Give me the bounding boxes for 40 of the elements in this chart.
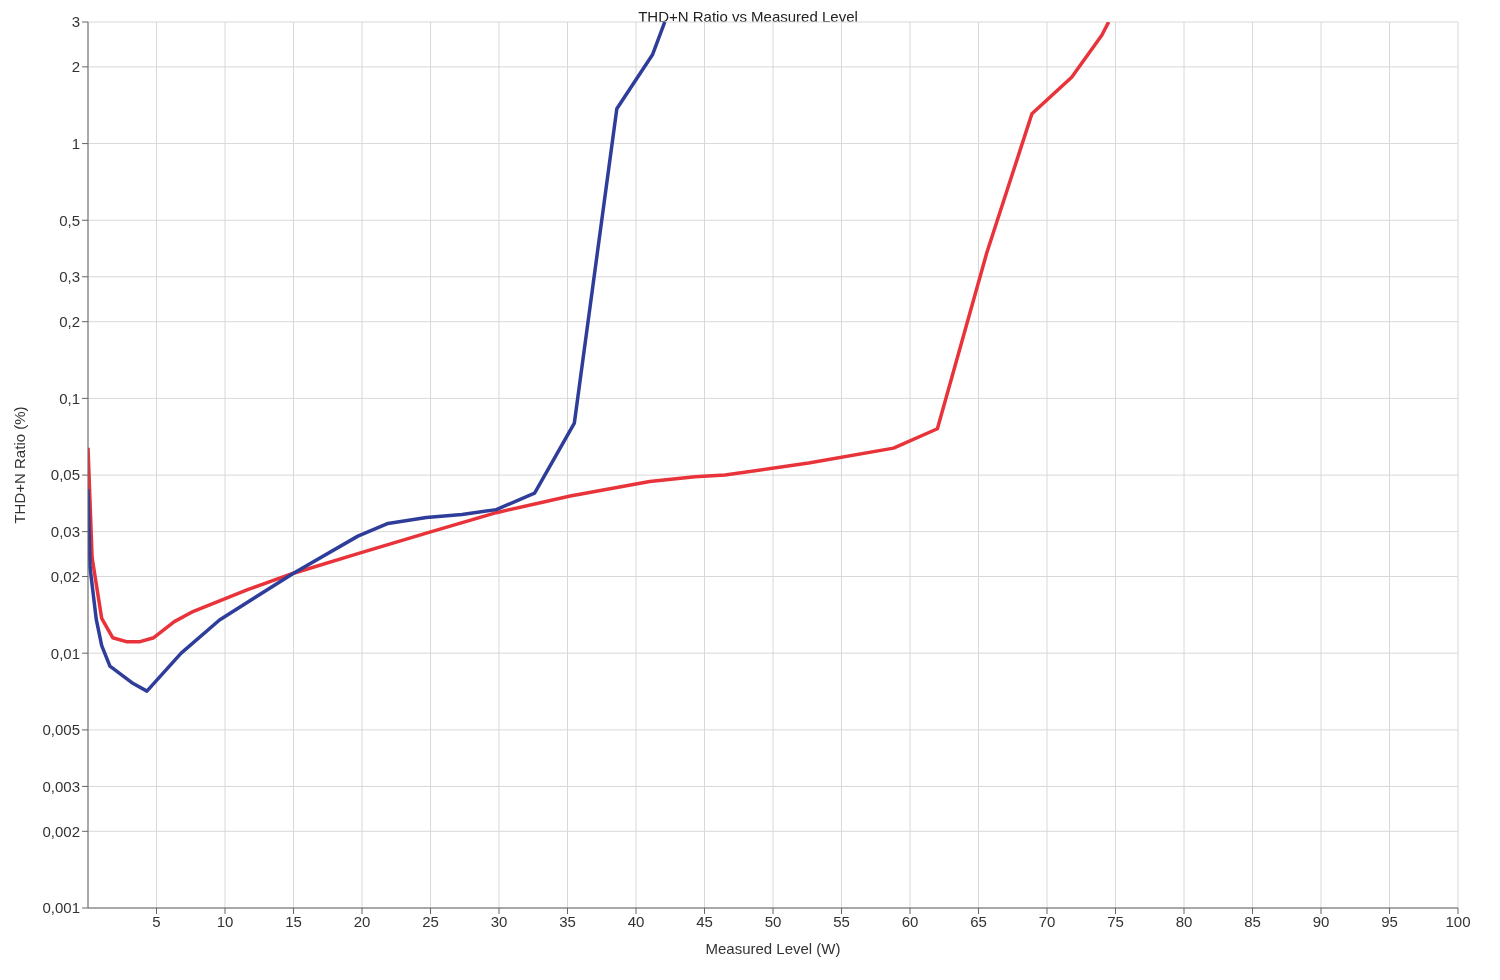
y-tick-label: 0,02 — [50, 567, 80, 585]
y-tick-label: 3 — [71, 13, 80, 31]
x-tick-label: 80 — [1175, 912, 1193, 930]
x-tick-label: 85 — [1244, 912, 1261, 930]
x-tick-label: 70 — [1038, 912, 1056, 930]
x-tick-label: 60 — [901, 912, 919, 930]
x-tick-label: 40 — [627, 912, 645, 930]
y-tick-label: 0,001 — [42, 899, 80, 917]
y-tick-label: 0,03 — [50, 522, 80, 540]
x-tick-label: 55 — [833, 912, 850, 930]
x-tick-label: 100 — [1445, 912, 1471, 930]
y-tick-label: 2 — [71, 58, 80, 76]
x-tick-label: 35 — [559, 912, 576, 930]
chart-title: THD+N Ratio vs Measured Level — [638, 8, 858, 25]
x-tick-label: 30 — [490, 912, 508, 930]
x-tick-label: 5 — [152, 912, 161, 930]
line-series — [88, 22, 667, 693]
x-tick-label: 75 — [1107, 912, 1124, 930]
y-tick-label: 0,5 — [59, 211, 80, 229]
y-tick-label: 0,05 — [50, 466, 80, 484]
y-axis-title: THD+N Ratio (%) — [11, 406, 29, 524]
y-tick-label: 0,3 — [59, 268, 80, 286]
x-tick-label: 20 — [353, 912, 371, 930]
y-tick-label: 0,002 — [42, 822, 80, 840]
y-tick-label: 0,01 — [50, 644, 80, 662]
x-tick-label: 25 — [422, 912, 439, 930]
y-tick-label: 0,005 — [42, 721, 80, 739]
x-tick-label: 15 — [285, 912, 302, 930]
x-tick-label: 50 — [764, 912, 782, 930]
x-tick-label: 95 — [1381, 912, 1398, 930]
x-tick-label: 90 — [1312, 912, 1330, 930]
y-tick-label: 0,1 — [59, 389, 80, 407]
x-tick-label: 45 — [696, 912, 713, 930]
y-tick-label: 1 — [71, 134, 80, 152]
y-tick-label: 0,2 — [59, 313, 80, 330]
x-tick-label: 65 — [970, 912, 987, 930]
x-axis-title: Measured Level (W) — [705, 940, 841, 957]
x-tick-label: 10 — [216, 912, 234, 930]
y-tick-label: 0,003 — [42, 777, 80, 795]
line-series — [88, 22, 1111, 644]
